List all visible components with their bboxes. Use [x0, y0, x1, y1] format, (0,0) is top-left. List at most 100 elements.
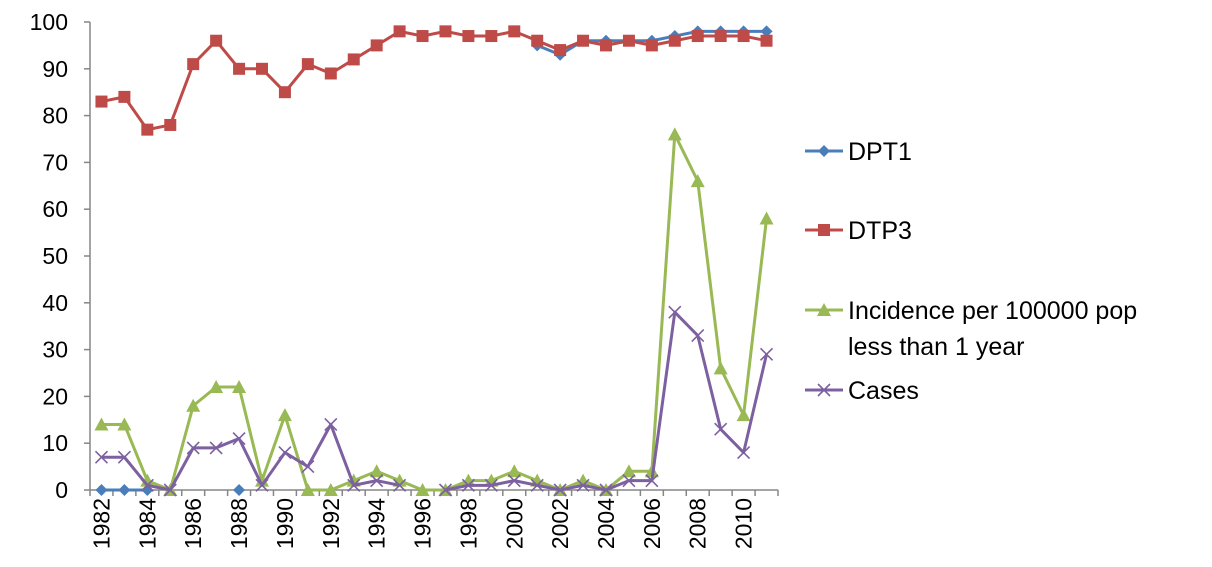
data-point — [255, 473, 269, 487]
data-point — [233, 62, 246, 75]
data-point — [461, 478, 475, 492]
data-point — [163, 483, 177, 497]
data-point — [301, 58, 314, 71]
data-point — [668, 305, 682, 319]
data-point — [462, 30, 475, 43]
data-point — [94, 450, 109, 464]
data-point — [347, 478, 361, 492]
legend-item: DTP3 — [805, 217, 912, 245]
data-point — [300, 483, 315, 496]
data-point — [667, 127, 682, 141]
data-point — [599, 483, 613, 497]
data-point — [553, 483, 567, 497]
x-tick-label: 2000 — [501, 498, 527, 549]
data-point — [507, 464, 522, 478]
data-point — [531, 34, 544, 47]
data-point — [576, 473, 591, 487]
data-point — [187, 58, 200, 71]
data-point — [118, 484, 131, 496]
x-tick-label: 1986 — [180, 498, 206, 549]
data-point — [600, 39, 612, 52]
y-tick-label: 70 — [42, 149, 68, 175]
legend-marker — [818, 145, 830, 157]
data-point — [209, 380, 224, 394]
data-point — [232, 431, 246, 446]
data-point — [691, 328, 705, 343]
legend-label: DTP3 — [848, 217, 912, 245]
y-tick-label: 0 — [55, 477, 68, 503]
x-tick-label: 2002 — [547, 498, 573, 549]
data-point — [324, 67, 337, 80]
series-line — [101, 132, 769, 492]
data-point — [95, 484, 108, 496]
data-point — [622, 34, 635, 47]
legend-item: Incidence per 100000 pop less than 1 year — [805, 297, 1137, 361]
data-point — [645, 474, 659, 488]
data-point — [759, 211, 774, 225]
x-tick-label: 1992 — [318, 498, 344, 549]
data-point — [415, 483, 430, 496]
data-point — [713, 361, 728, 375]
y-tick-label: 30 — [42, 337, 68, 363]
data-point — [554, 44, 567, 57]
y-tick-label: 100 — [30, 9, 68, 35]
data-point — [760, 25, 773, 38]
legend-marker — [818, 224, 830, 236]
data-point — [301, 460, 315, 474]
x-tick-label: 1982 — [88, 498, 114, 549]
data-point — [277, 408, 292, 422]
data-point — [118, 90, 131, 103]
data-point — [95, 95, 108, 108]
data-point — [691, 30, 704, 43]
data-point — [690, 174, 705, 188]
series-2 — [94, 127, 774, 496]
data-point — [323, 483, 338, 496]
data-point — [439, 25, 452, 38]
data-point — [438, 483, 453, 497]
series-line — [101, 422, 400, 492]
data-point — [233, 484, 246, 496]
data-point — [117, 417, 132, 431]
data-point — [324, 417, 338, 432]
x-tick-label: 1994 — [364, 498, 390, 549]
data-point — [209, 441, 223, 455]
data-point — [256, 62, 268, 75]
data-point — [461, 473, 476, 487]
series-1 — [95, 25, 773, 136]
data-point — [393, 478, 407, 492]
data-point — [94, 417, 109, 431]
data-point — [141, 123, 154, 136]
data-point — [714, 30, 727, 43]
data-point — [737, 445, 751, 460]
data-point — [278, 86, 291, 99]
x-tick-label: 2004 — [593, 498, 619, 549]
y-tick-label: 90 — [42, 56, 68, 82]
data-point — [140, 478, 154, 492]
legend-label: Incidence per 100000 pop — [848, 297, 1137, 325]
y-tick-label: 60 — [42, 196, 68, 222]
data-point — [393, 25, 406, 38]
x-tick-label: 2008 — [685, 498, 711, 549]
data-point — [416, 30, 429, 43]
data-point — [370, 474, 384, 488]
data-point — [507, 474, 521, 488]
x-tick-label: 2010 — [731, 498, 757, 549]
data-point — [164, 118, 177, 131]
data-point — [347, 53, 360, 66]
data-point — [278, 445, 292, 460]
x-tick-group: 1982 1984 1986 1988 1990 1992 1994 1996 1998 2000… — [88, 490, 779, 549]
data-point — [370, 39, 383, 52]
y-tick-label: 40 — [42, 290, 68, 316]
y-tick-label: 50 — [42, 243, 68, 269]
data-point — [117, 450, 131, 464]
data-point — [577, 34, 590, 47]
data-point — [210, 34, 223, 47]
series-layer — [94, 25, 774, 497]
data-point — [484, 478, 498, 492]
y-tick-group: 0 10 20 30 40 50 60 70 80 90 100 — [30, 9, 90, 503]
legend-marker — [817, 303, 831, 316]
legend-label: less than 1 year — [848, 333, 1025, 361]
data-point — [576, 478, 590, 492]
x-tick-label: 2006 — [639, 498, 665, 549]
